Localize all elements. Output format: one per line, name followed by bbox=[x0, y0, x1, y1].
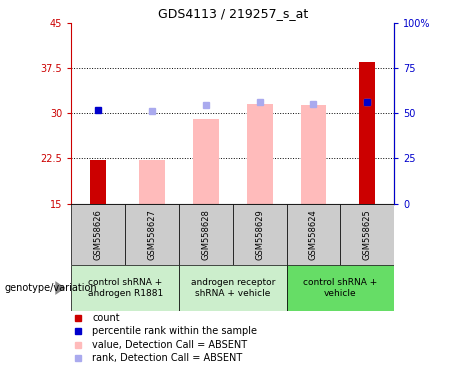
Text: genotype/variation: genotype/variation bbox=[5, 283, 97, 293]
Text: GSM558628: GSM558628 bbox=[201, 209, 210, 260]
Bar bbox=[125, 204, 179, 265]
Title: GDS4113 / 219257_s_at: GDS4113 / 219257_s_at bbox=[158, 7, 308, 20]
Bar bbox=[179, 265, 287, 311]
Bar bbox=[90, 160, 106, 204]
Text: control shRNA +
androgen R1881: control shRNA + androgen R1881 bbox=[88, 278, 163, 298]
Bar bbox=[139, 160, 165, 204]
Bar bbox=[247, 104, 272, 204]
Bar bbox=[233, 204, 287, 265]
Text: rank, Detection Call = ABSENT: rank, Detection Call = ABSENT bbox=[92, 353, 242, 363]
Text: count: count bbox=[92, 313, 120, 323]
Bar bbox=[287, 204, 340, 265]
Bar bbox=[179, 204, 233, 265]
Bar bbox=[71, 265, 179, 311]
Bar bbox=[71, 204, 125, 265]
Polygon shape bbox=[55, 281, 65, 295]
Text: value, Detection Call = ABSENT: value, Detection Call = ABSENT bbox=[92, 339, 248, 350]
Text: androgen receptor
shRNA + vehicle: androgen receptor shRNA + vehicle bbox=[190, 278, 275, 298]
Bar bbox=[287, 265, 394, 311]
Bar bbox=[340, 204, 394, 265]
Text: GSM558625: GSM558625 bbox=[363, 209, 372, 260]
Bar bbox=[193, 119, 219, 204]
Bar bbox=[301, 105, 326, 204]
Text: GSM558624: GSM558624 bbox=[309, 209, 318, 260]
Text: GSM558629: GSM558629 bbox=[255, 209, 264, 260]
Bar bbox=[359, 62, 375, 204]
Text: GSM558626: GSM558626 bbox=[94, 209, 103, 260]
Text: GSM558627: GSM558627 bbox=[148, 209, 157, 260]
Text: control shRNA +
vehicle: control shRNA + vehicle bbox=[303, 278, 378, 298]
Text: percentile rank within the sample: percentile rank within the sample bbox=[92, 326, 257, 336]
